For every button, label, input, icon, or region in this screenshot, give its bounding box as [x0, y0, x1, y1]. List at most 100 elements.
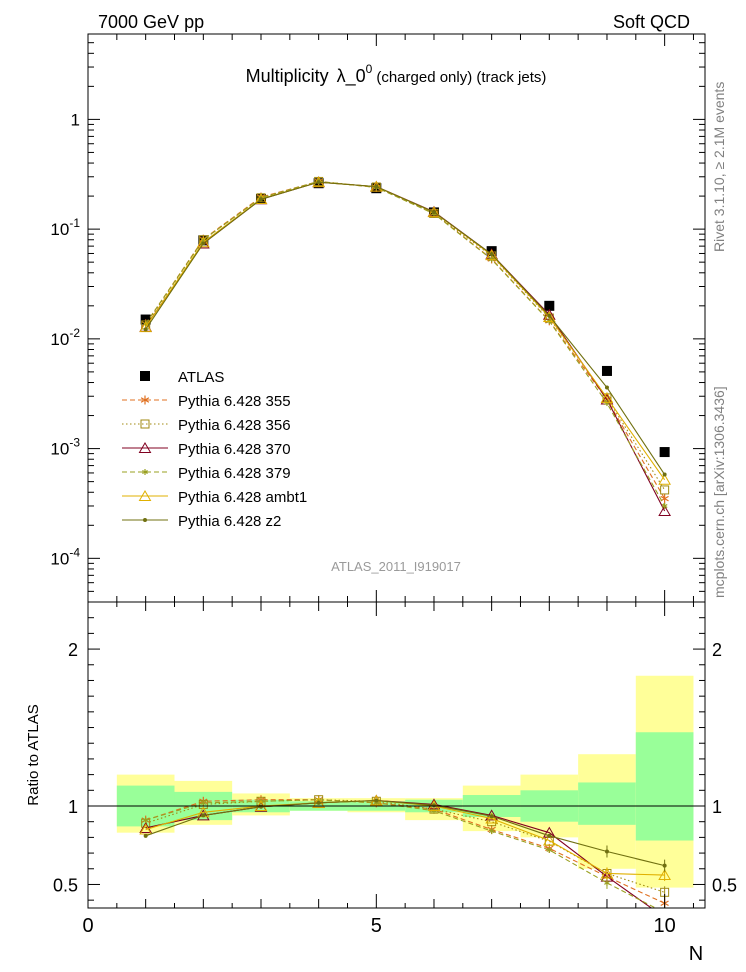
ratio-point — [604, 879, 610, 886]
ratio-point — [489, 814, 494, 819]
legend-label: Pythia 6.428 370 — [178, 441, 291, 458]
ratio-frame — [87, 601, 706, 909]
main-point — [427, 206, 441, 218]
ratio-point — [485, 812, 499, 824]
ratio-series-line — [145, 799, 657, 908]
main-y-ticks: 10-410-310-210-11 — [50, 33, 705, 603]
main-point — [316, 180, 321, 185]
main-series-line — [145, 180, 666, 507]
main-point — [600, 391, 614, 403]
main-y-tick-label-base: 10 — [50, 330, 69, 349]
ratio-point — [431, 803, 436, 808]
main-point — [658, 504, 672, 516]
main-y-tick-label: 1 — [71, 110, 80, 129]
ratio-point-stroke — [662, 911, 667, 914]
ratio-series-group — [139, 794, 672, 914]
main-point — [542, 311, 556, 323]
main-point — [659, 447, 670, 458]
legend-entry: Pythia 6.428 370 — [122, 441, 291, 458]
legend-entry: Pythia 6.428 ambt1 — [122, 489, 307, 506]
ratio-point — [547, 833, 552, 838]
legend-entry: Pythia 6.428 z2 — [122, 513, 281, 530]
main-y-tick-label-base: 10 — [50, 440, 69, 459]
plot-title-main: Multiplicity — [246, 66, 329, 86]
main-point — [431, 210, 436, 215]
main-series-line — [145, 181, 666, 475]
ratio-point-stroke — [200, 800, 207, 805]
main-point-stroke — [660, 495, 669, 502]
x-tick-label: 5 — [371, 915, 382, 937]
legend-marker-stroke — [142, 469, 148, 475]
main-point — [660, 485, 670, 495]
main-point — [374, 184, 379, 189]
legend-label: Pythia 6.428 z2 — [178, 513, 281, 530]
legend-marker — [140, 371, 150, 381]
ratio-point — [488, 828, 495, 835]
ratio-point-stroke — [488, 829, 495, 834]
plot-title-sup: 0 — [366, 62, 373, 76]
ratio-panel: 0.5 0.5 1 1 2 2 0 5 10 Ratio to ATLAS N — [25, 601, 737, 965]
legend-label: ATLAS — [178, 369, 224, 386]
main-y-tick-label-exp: -3 — [69, 436, 80, 450]
legend: ATLAS Pythia 6.428 355 Pythia 6.428 356 Pyt… — [122, 369, 307, 530]
main-series-line — [145, 181, 666, 512]
legend-entry: Pythia 6.428 379 — [122, 465, 291, 482]
ratio-plot-marks — [139, 794, 672, 914]
main-point — [258, 197, 263, 202]
rivet-label: Rivet 3.1.10, ≥ 2.1M events — [711, 82, 727, 252]
ratio-point — [662, 863, 667, 868]
main-y-tick-label-exp: -1 — [69, 216, 80, 230]
main-point — [139, 321, 153, 333]
main-point — [544, 300, 555, 311]
ratio-point-stroke — [373, 800, 380, 805]
main-y-tick-label-base: 10 — [50, 549, 69, 568]
main-series-5 — [139, 176, 672, 485]
legend-marker — [140, 419, 150, 429]
main-y-tick-label-base: 10 — [50, 220, 69, 239]
x-tick-label: 0 — [82, 915, 93, 937]
ratio-y-tick-label-right: 1 — [712, 797, 722, 817]
legend-label: Pythia 6.428 356 — [178, 417, 291, 434]
legend-marker — [143, 518, 147, 522]
main-y-tick-label: 10-4 — [50, 545, 80, 568]
plot-title: Multiplicity λ_00 (charged only) (track je… — [246, 62, 547, 87]
ratio-y-tick-label-right: 2 — [712, 640, 722, 660]
ratio-point — [142, 817, 149, 824]
ratio-point-stroke — [604, 880, 610, 885]
ratio-point — [600, 867, 614, 879]
ratio-point — [258, 804, 263, 809]
legend-label: Pythia 6.428 379 — [178, 465, 291, 482]
ratio-point — [139, 821, 153, 833]
main-series-6 — [143, 180, 667, 477]
legend-marker — [138, 442, 152, 453]
legend-entry: Pythia 6.428 355 — [122, 393, 291, 410]
ratio-y-tick-label-right: 0.5 — [712, 875, 737, 895]
ratio-point — [542, 834, 556, 846]
ratio-point — [201, 813, 206, 818]
mcplots-label: mcplots.cern.ch [arXiv:1306.3436] — [711, 386, 727, 598]
main-panel: 10-410-310-210-11 Multiplicity λ_00 (charg… — [50, 33, 706, 603]
ratio-point-stroke — [546, 847, 553, 852]
plot-title-symbol: λ_0 — [337, 66, 366, 87]
main-point-stroke — [661, 503, 668, 508]
main-point — [661, 502, 668, 509]
main-y-tick-label: 10-3 — [50, 436, 80, 459]
legend-label: Pythia 6.428 ambt1 — [178, 489, 307, 506]
ratio-y-tick-label-left: 2 — [68, 640, 78, 660]
ratio-point — [374, 798, 379, 803]
main-point — [143, 327, 148, 332]
header-right: Soft QCD — [613, 12, 690, 32]
main-series-line — [145, 181, 666, 481]
main-point — [547, 313, 552, 318]
ratio-point — [546, 846, 553, 853]
ratio-band-green — [578, 782, 636, 825]
main-point — [489, 252, 494, 257]
ratio-point — [143, 833, 148, 838]
legend-marker — [142, 469, 148, 475]
main-point — [486, 246, 497, 257]
ratio-point — [658, 869, 672, 881]
ratio-point-stroke — [142, 818, 149, 823]
main-series-0 — [140, 178, 670, 458]
main-point — [662, 472, 667, 477]
